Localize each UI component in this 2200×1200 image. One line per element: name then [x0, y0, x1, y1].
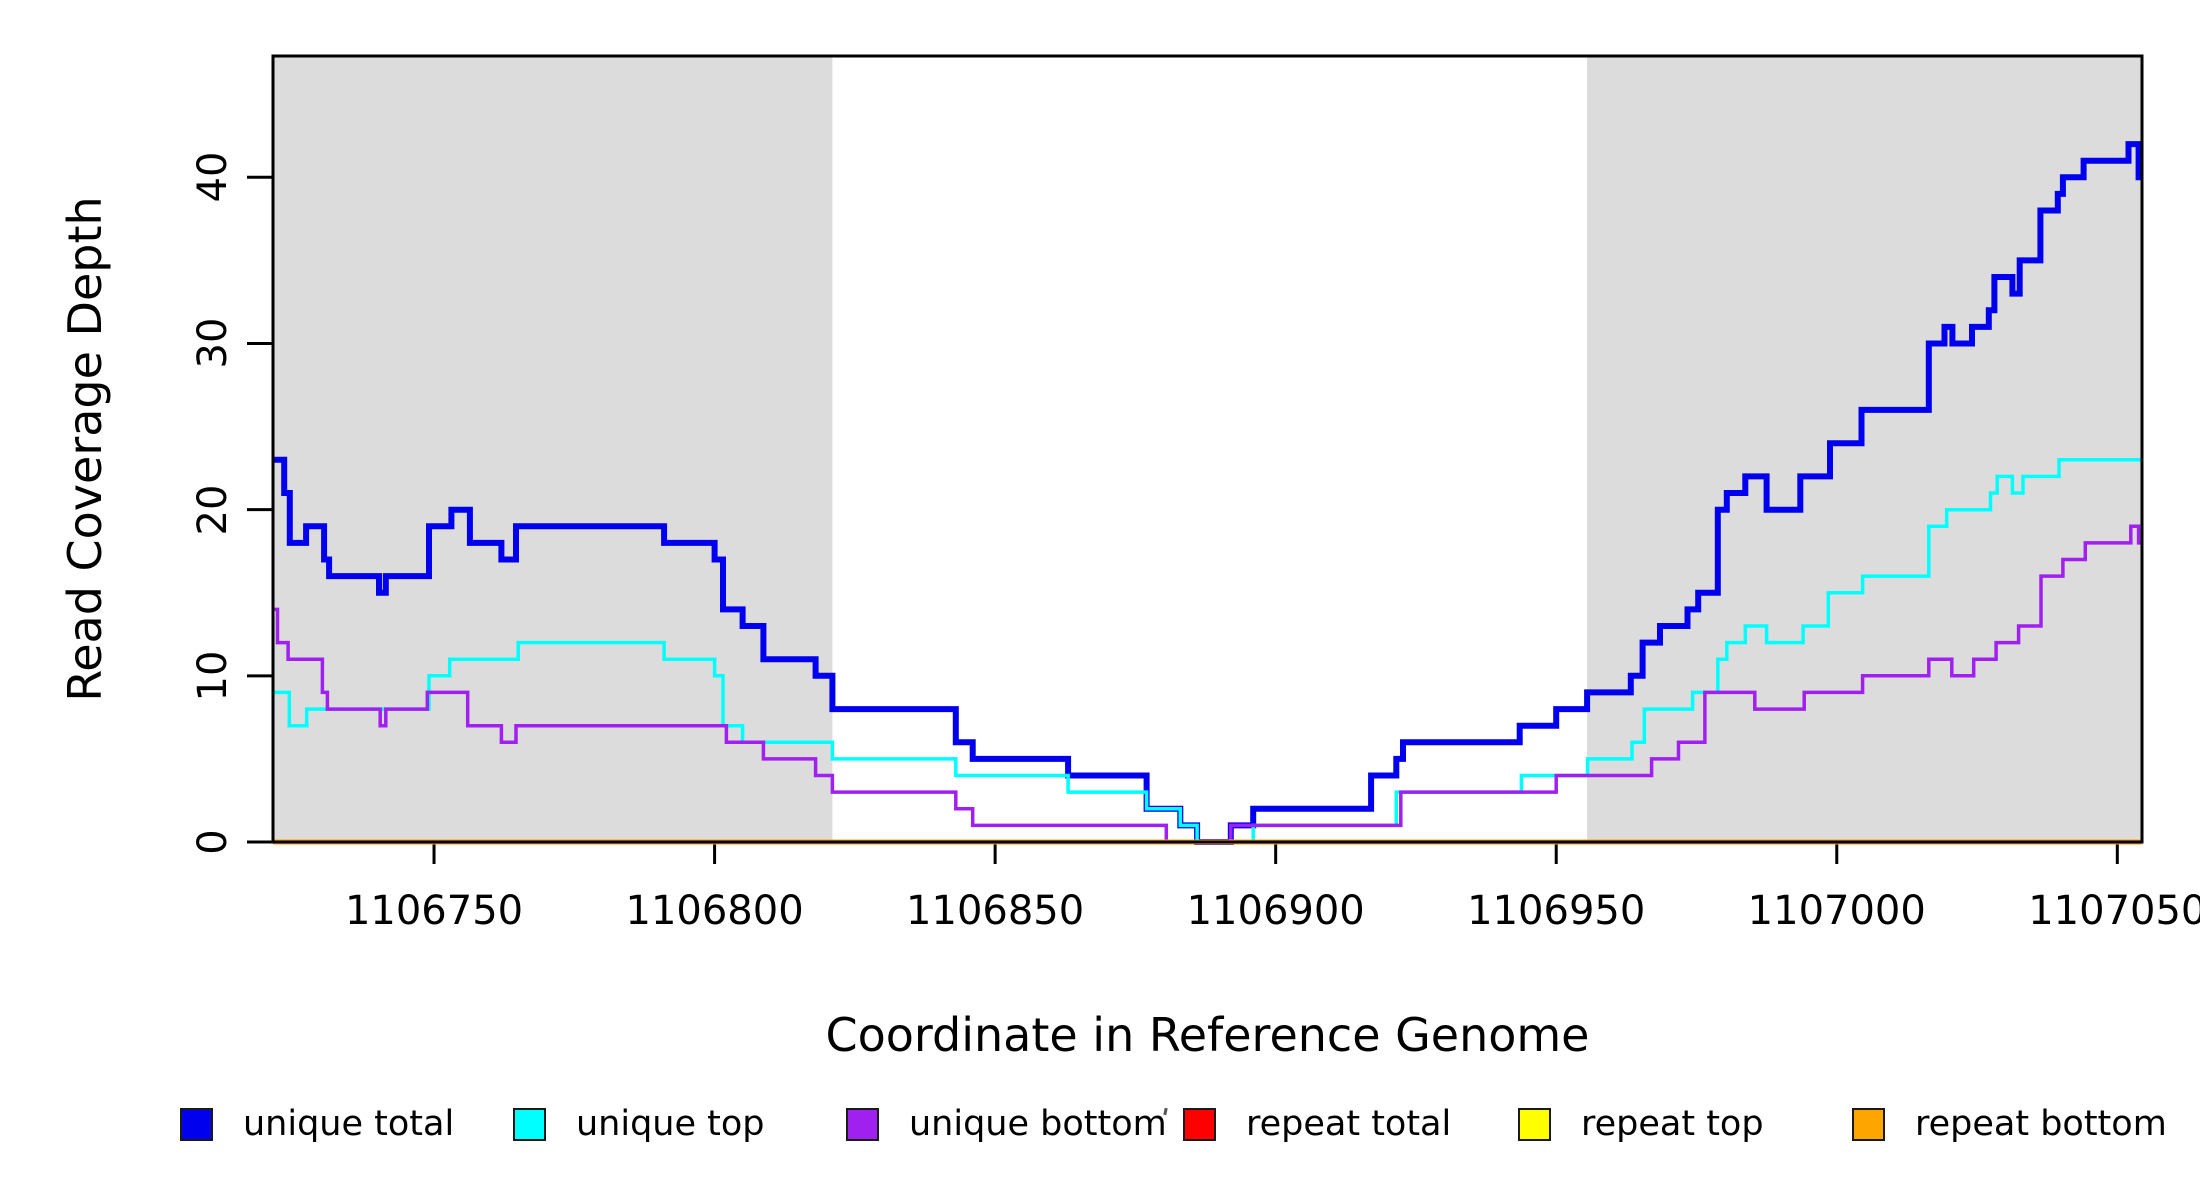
x-tick-label: 1106800 — [625, 888, 804, 934]
y-tick-label: 40 — [190, 151, 236, 203]
x-axis-title: Coordinate in Reference Genome — [825, 1008, 1590, 1062]
x-tick-label: 1106950 — [1467, 888, 1646, 934]
y-axis-title: Read Coverage Depth — [58, 196, 112, 702]
x-tick-label: 1106750 — [344, 888, 524, 934]
series-unique-bottom — [273, 524, 2142, 844]
y-tick-label: 20 — [190, 484, 236, 536]
right-gray-band — [1587, 56, 2142, 842]
y-tick-label: 30 — [190, 318, 236, 369]
plot-box — [271, 54, 2144, 844]
y-tick-label: 0 — [190, 829, 236, 855]
series-unique-total — [273, 141, 2142, 845]
x-tick-label: 1106900 — [1186, 888, 1365, 934]
y-tick-label: 10 — [190, 650, 236, 702]
x-tick-label: 1106850 — [906, 888, 1085, 934]
left-gray-band — [273, 56, 833, 842]
x-tick-label: 1107050 — [2028, 888, 2200, 934]
x-tick-label: 1107000 — [1747, 888, 1926, 934]
